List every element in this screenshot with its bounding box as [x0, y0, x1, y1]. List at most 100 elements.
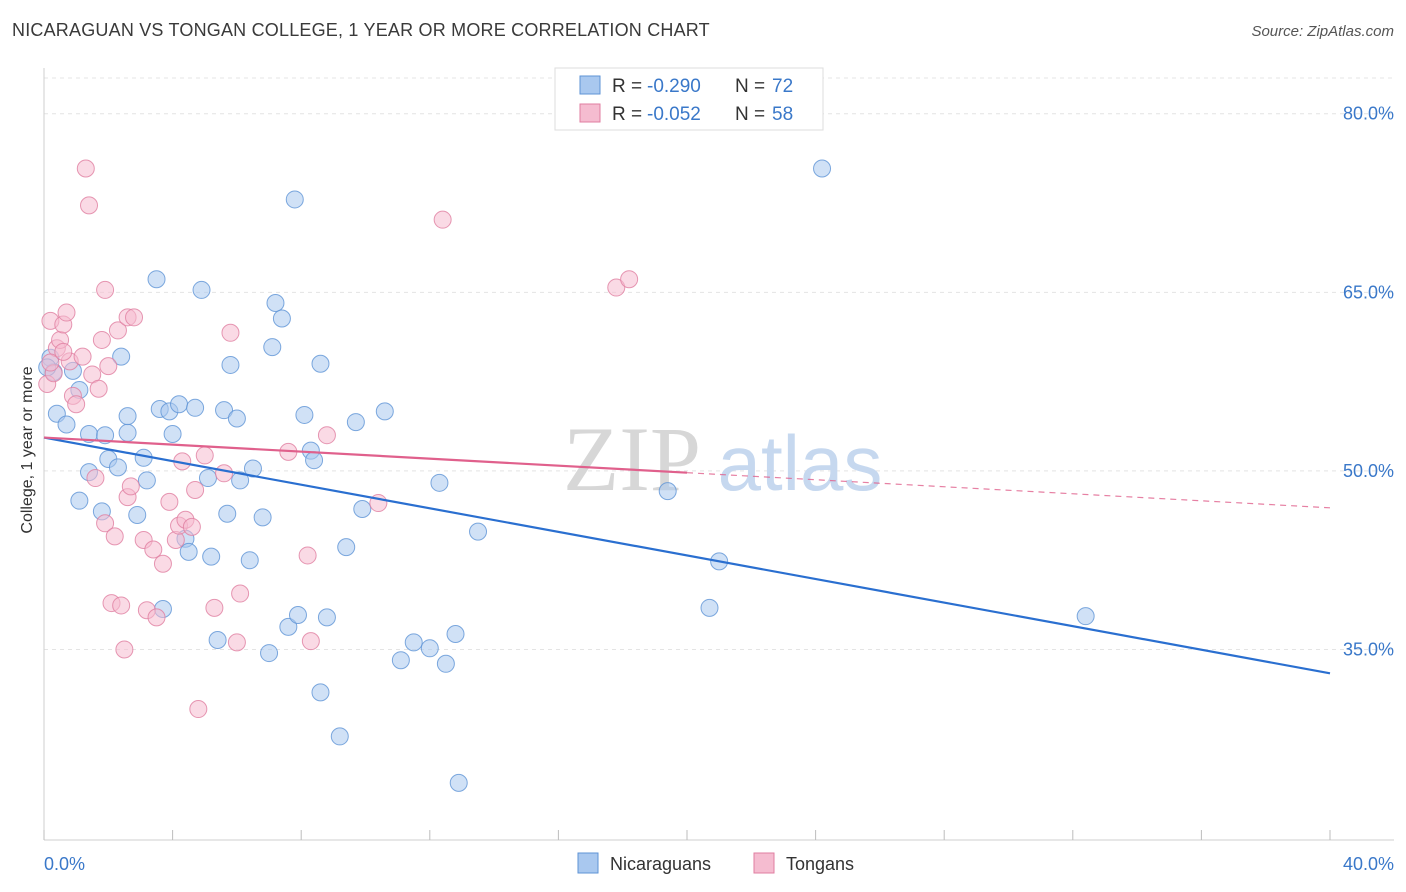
data-point: [189, 700, 208, 719]
data-point: [658, 482, 677, 501]
bottom-legend-label-nicaraguans: Nicaraguans: [610, 854, 711, 874]
data-point: [96, 426, 115, 445]
legend-swatch-tongans: [579, 103, 601, 123]
series-tongans: [38, 159, 639, 719]
data-point: [375, 402, 394, 421]
data-point: [144, 540, 163, 559]
data-point: [99, 357, 118, 376]
data-point: [125, 308, 144, 327]
data-point: [54, 342, 73, 361]
data-point: [272, 309, 291, 328]
data-point: [231, 471, 250, 490]
data-point: [202, 547, 221, 566]
data-point: [115, 640, 134, 659]
data-point: [449, 773, 468, 792]
data-point: [243, 459, 262, 478]
data-point: [436, 654, 455, 673]
data-point: [221, 355, 240, 374]
data-point: [295, 405, 314, 424]
data-point: [311, 683, 330, 702]
source-label: Source: ZipAtlas.com: [1251, 23, 1394, 40]
data-point: [118, 407, 137, 426]
data-point: [112, 596, 131, 615]
legend-n-label-2: N =: [735, 104, 765, 125]
x-tick-label: 40.0%: [1343, 854, 1394, 874]
watermark: ZIP atlas: [563, 408, 882, 510]
data-point: [240, 551, 259, 570]
data-point: [607, 278, 626, 297]
data-point: [391, 651, 410, 670]
data-point: [121, 477, 140, 496]
data-point: [70, 491, 89, 510]
data-point: [215, 464, 234, 483]
data-point: [96, 280, 115, 299]
watermark-zip: ZIP: [563, 408, 701, 510]
data-point: [813, 159, 832, 178]
data-point: [89, 379, 108, 398]
bottom-legend-swatch-tongans: [753, 852, 775, 874]
data-point: [86, 469, 105, 488]
y-tick-label: 80.0%: [1343, 104, 1394, 124]
bottom-legend-swatch-nicaraguans: [577, 852, 599, 874]
legend-r-label-2: R =: [612, 104, 642, 125]
data-point: [153, 554, 172, 573]
data-point: [227, 409, 246, 428]
data-point: [108, 321, 127, 340]
page-title: NICARAGUAN VS TONGAN COLLEGE, 1 YEAR OR …: [12, 20, 710, 40]
data-point: [430, 473, 449, 492]
data-point: [41, 353, 60, 372]
data-point: [337, 538, 356, 557]
legend-r-value-2: -0.052: [647, 104, 701, 125]
data-point: [279, 617, 298, 636]
data-point: [700, 598, 719, 617]
data-point: [215, 401, 234, 420]
data-point: [404, 633, 423, 652]
legend: R = -0.290 N = 72 R = -0.052 N = 58: [554, 67, 824, 131]
data-point: [260, 644, 279, 663]
data-point: [221, 323, 240, 342]
data-point: [186, 398, 205, 417]
trend-line-extension-tongans: [686, 472, 1331, 509]
data-point: [317, 608, 336, 627]
data-point: [163, 424, 182, 443]
points: [38, 159, 1095, 792]
data-point: [195, 446, 214, 465]
data-point: [112, 347, 131, 366]
data-point: [137, 471, 156, 490]
legend-n-label-1: N =: [735, 76, 765, 97]
data-point: [1076, 607, 1095, 626]
data-point: [147, 608, 166, 627]
data-point: [317, 426, 336, 445]
data-point: [231, 584, 250, 603]
data-point: [266, 294, 285, 313]
data-point: [128, 505, 147, 524]
y-tick-label: 65.0%: [1343, 282, 1394, 302]
x-tick-label: 0.0%: [44, 854, 85, 874]
data-point: [620, 270, 639, 289]
data-point: [311, 354, 330, 373]
legend-r-label-1: R =: [612, 76, 642, 97]
data-point: [227, 633, 246, 652]
data-point: [118, 423, 137, 442]
data-point: [288, 605, 307, 624]
bottom-legend-label-tongans: Tongans: [786, 854, 854, 874]
data-point: [67, 395, 86, 414]
data-point: [301, 632, 320, 651]
axes: 35.0% 50.0% 65.0% 80.0% 0.0% 40.0%: [43, 68, 1394, 874]
data-point: [469, 522, 488, 541]
data-point: [105, 527, 124, 546]
data-point: [57, 415, 76, 434]
data-point: [192, 280, 211, 299]
data-point: [420, 639, 439, 658]
data-point: [170, 395, 189, 414]
data-point: [198, 469, 217, 488]
data-point: [253, 508, 272, 527]
data-point: [96, 514, 115, 533]
data-point: [208, 630, 227, 649]
data-point: [57, 303, 76, 322]
trend-lines: [43, 436, 1331, 675]
data-point: [305, 451, 324, 470]
legend-n-value-2: 58: [772, 104, 793, 125]
watermark-atlas: atlas: [718, 419, 883, 507]
